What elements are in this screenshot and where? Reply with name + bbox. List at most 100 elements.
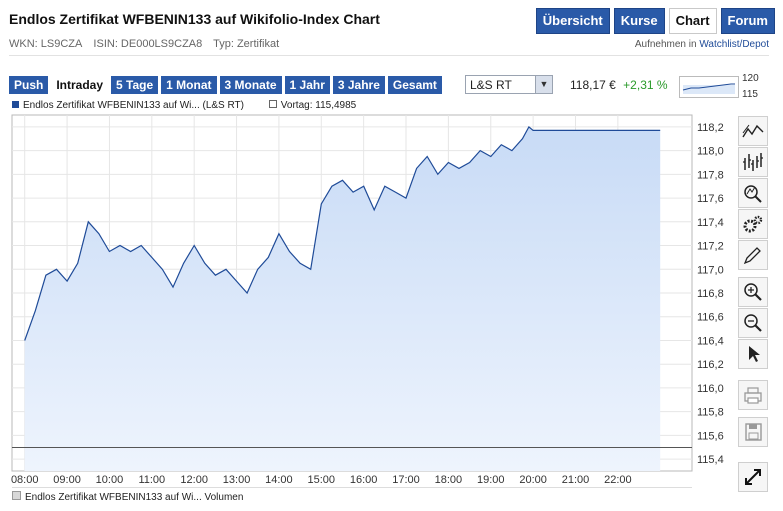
x-tick-label: 10:00: [96, 474, 124, 486]
top-navigation: Übersicht Kurse Chart Forum: [535, 8, 775, 34]
y-tick-label: 117,2: [697, 241, 724, 253]
range-gesamt-button[interactable]: Gesamt: [387, 76, 442, 94]
range-intraday-button[interactable]: Intraday: [51, 76, 109, 94]
fullscreen-button[interactable]: [738, 462, 768, 492]
header-divider: [9, 55, 769, 56]
x-tick-label: 22:00: [604, 474, 632, 486]
y-tick-label: 116,4: [697, 335, 724, 347]
trend-line-icon: [742, 124, 764, 138]
volume-swatch: [12, 491, 21, 500]
range-push-button[interactable]: Push: [9, 76, 49, 94]
volume-divider: [12, 487, 692, 488]
y-tick-label: 117,6: [697, 193, 724, 205]
watchlist-depot-link[interactable]: Watchlist/Depot: [699, 39, 769, 50]
mini-overview-chart[interactable]: [679, 76, 767, 98]
mini-chart-high: 120: [742, 73, 759, 84]
series-area: [24, 126, 661, 472]
magnifier-icon: [744, 185, 762, 203]
fullscreen-icon: [745, 469, 761, 485]
y-tick-label: 116,8: [697, 288, 724, 300]
price-value: 118,17 €: [570, 78, 616, 92]
current-price: 118,17 € +2,31 %: [570, 78, 668, 92]
pointer-tool-button[interactable]: [738, 339, 768, 369]
settings-tool-button[interactable]: [738, 209, 768, 239]
exchange-select-value: L&S RT: [470, 78, 512, 92]
isin-label: ISIN: DE000LS9CZA8: [93, 38, 203, 50]
mini-chart-line: [682, 83, 735, 91]
x-tick-label: 09:00: [53, 474, 81, 486]
zoom-out-icon: [744, 314, 762, 332]
series-line: [24, 125, 661, 341]
price-change: +2,31 %: [623, 78, 668, 92]
mini-chart-low: 115: [742, 89, 758, 100]
volume-legend: Endlos Zertifikat WFBENIN133 auf Wi... V…: [12, 491, 243, 503]
y-tick-label: 115,8: [697, 407, 724, 419]
pointer-icon: [749, 346, 760, 362]
save-icon: [745, 423, 762, 441]
zoom-in-icon: [744, 283, 762, 301]
range-3-jahre-button[interactable]: 3 Jahre: [332, 76, 385, 94]
x-tick-label: 12:00: [180, 474, 208, 486]
legend-vortag-entry[interactable]: Vortag: 115,4985: [268, 100, 357, 111]
plot-area: [11, 114, 693, 472]
trend-line-tool-button[interactable]: [738, 116, 768, 146]
legend-series-entry[interactable]: Endlos Zertifikat WFBENIN133 auf Wi... (…: [12, 100, 244, 111]
zoom-in-button[interactable]: [738, 277, 768, 307]
y-tick-label: 118,2: [697, 122, 724, 134]
y-tick-label: 116,0: [697, 383, 724, 395]
candlestick-tool-button[interactable]: [738, 147, 768, 177]
watchlist-prompt: Aufnehmen in Watchlist/Depot: [635, 39, 769, 50]
wkn-label: WKN: LS9CZA: [9, 38, 83, 50]
pencil-icon: [743, 247, 761, 265]
x-tick-label: 08:00: [11, 474, 39, 486]
x-tick-label: 21:00: [562, 474, 590, 486]
y-tick-label: 117,0: [697, 264, 724, 276]
y-tick-label: 116,6: [697, 312, 724, 324]
exchange-select[interactable]: L&S RT ▼: [465, 75, 553, 94]
nav-chart-button[interactable]: Chart: [668, 8, 717, 34]
range-1-monat-button[interactable]: 1 Monat: [161, 76, 217, 94]
nav-forum-button[interactable]: Forum: [720, 8, 775, 34]
chevron-down-icon: ▼: [535, 76, 552, 93]
type-label: Typ: Zertifikat: [213, 38, 280, 50]
draw-tool-button[interactable]: [738, 240, 768, 270]
aufnehmen-text: Aufnehmen in: [634, 39, 697, 50]
range-3-monate-button[interactable]: 3 Monate: [219, 76, 282, 94]
page-title: Endlos Zertifikat WFBENIN133 auf Wikifol…: [9, 11, 380, 27]
save-button[interactable]: [738, 417, 768, 447]
time-range-tabs: Push Intraday 5 Tage 1 Monat 3 Monate 1 …: [9, 76, 442, 94]
mini-chart-area: [683, 85, 735, 94]
indicator-tool-button[interactable]: [738, 178, 768, 208]
x-tick-label: 18:00: [435, 474, 463, 486]
x-tick-label: 16:00: [350, 474, 378, 486]
chart-legend: Endlos Zertifikat WFBENIN133 auf Wi... (…: [12, 100, 356, 111]
range-1-jahr-button[interactable]: 1 Jahr: [284, 76, 330, 94]
x-tick-label: 17:00: [392, 474, 420, 486]
nav-ubersicht-button[interactable]: Übersicht: [535, 8, 610, 34]
y-tick-label: 118,0: [697, 146, 724, 158]
x-tick-label: 20:00: [519, 474, 547, 486]
range-5-tage-button[interactable]: 5 Tage: [111, 76, 159, 94]
volume-label: Endlos Zertifikat WFBENIN133 auf Wi... V…: [25, 492, 244, 503]
legend-vortag-swatch: [268, 100, 277, 108]
y-tick-label: 117,4: [697, 217, 724, 229]
legend-series-swatch: [12, 101, 19, 108]
x-tick-label: 11:00: [138, 474, 165, 486]
legend-series-label: Endlos Zertifikat WFBENIN133 auf Wi... (…: [23, 100, 244, 111]
y-tick-label: 115,4: [697, 454, 724, 466]
print-icon: [744, 387, 762, 404]
legend-vortag-label: Vortag: 115,4985: [280, 100, 357, 111]
y-tick-label: 116,2: [697, 359, 724, 371]
y-tick-label: 115,6: [697, 430, 724, 442]
settings-gears-icon: [743, 215, 763, 233]
x-tick-label: 13:00: [223, 474, 251, 486]
zoom-out-button[interactable]: [738, 308, 768, 338]
nav-kurse-button[interactable]: Kurse: [613, 8, 665, 34]
x-tick-label: 15:00: [308, 474, 336, 486]
y-tick-label: 117,8: [697, 169, 724, 181]
candlestick-icon: [743, 153, 763, 171]
x-tick-label: 19:00: [477, 474, 505, 486]
x-tick-label: 14:00: [265, 474, 293, 486]
security-identifiers: WKN: LS9CZA ISIN: DE000LS9CZA8 Typ: Zert…: [9, 38, 287, 50]
print-button[interactable]: [738, 380, 768, 410]
